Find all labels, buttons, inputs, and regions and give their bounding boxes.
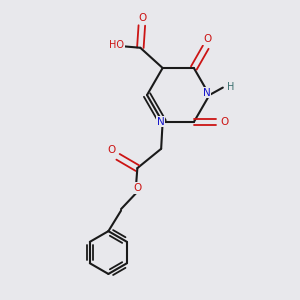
Text: O: O (133, 183, 141, 193)
Text: HO: HO (109, 40, 124, 50)
Text: O: O (139, 13, 147, 23)
Text: H: H (227, 82, 235, 92)
Text: O: O (107, 145, 116, 155)
Text: N: N (157, 117, 165, 127)
Text: N: N (202, 88, 210, 98)
Text: O: O (220, 117, 229, 127)
Text: O: O (203, 34, 211, 44)
